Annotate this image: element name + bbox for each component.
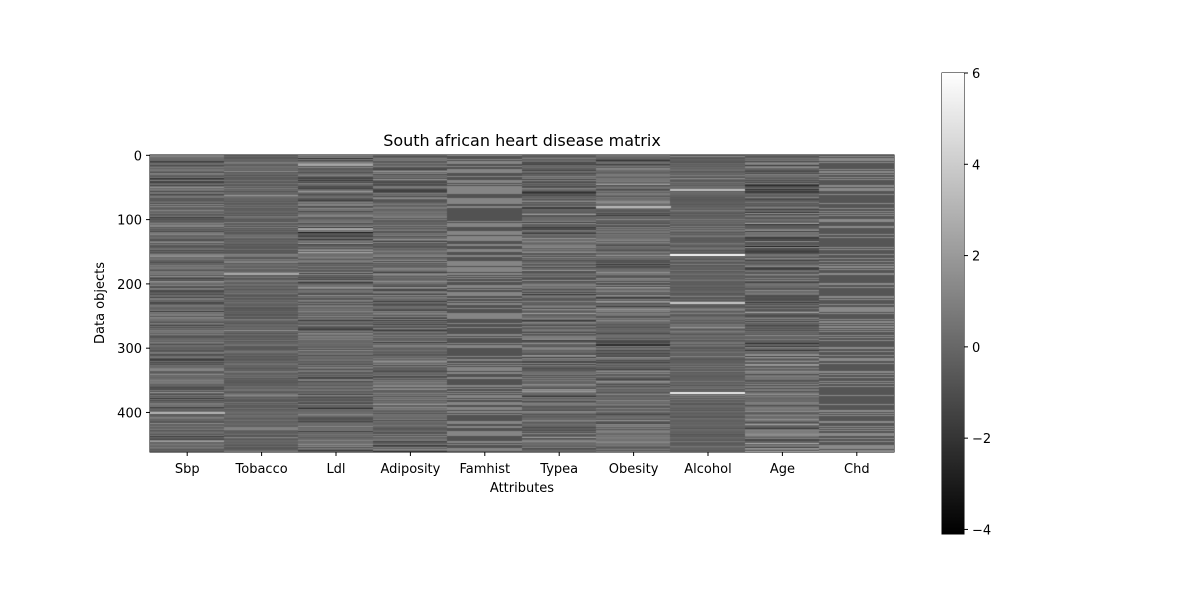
y-tick-label: 100 — [117, 214, 142, 229]
colorbar-tick-label: 6 — [972, 67, 980, 82]
colorbar-tick-label: 0 — [972, 341, 980, 356]
y-tick-label: 200 — [117, 278, 142, 293]
x-axis: Sbp Tobacco Ldl Adiposity Famhist Typea Obesit… — [175, 452, 870, 477]
colorbar-axis: 6 4 2 0 −2 −4 — [964, 67, 991, 538]
x-axis-label: Attributes — [490, 481, 554, 496]
y-tick-label: 300 — [117, 342, 142, 357]
y-axis-label: Data objects — [93, 262, 108, 344]
x-tick-label: Obesity — [609, 462, 659, 477]
y-axis: 0 100 200 300 400 — [117, 149, 150, 421]
x-tick-label: Tobacco — [235, 462, 288, 477]
y-tick-label: 400 — [117, 406, 142, 421]
colorbar-tick-label: −2 — [972, 432, 991, 447]
x-tick-label: Adiposity — [380, 462, 440, 477]
colorbar-tick-label: 4 — [972, 158, 980, 173]
y-tick-label: 0 — [134, 149, 142, 164]
colorbar — [942, 73, 964, 534]
heatmap-cells — [150, 155, 894, 452]
x-tick-label: Typea — [539, 462, 578, 477]
x-tick-label: Ldl — [326, 462, 345, 477]
x-tick-label: Alcohol — [684, 462, 731, 477]
colorbar-tick-label: 2 — [972, 250, 980, 265]
x-tick-label: Age — [770, 462, 795, 477]
x-tick-label: Famhist — [459, 462, 510, 477]
x-tick-label: Sbp — [175, 462, 200, 477]
x-tick-label: Chd — [844, 462, 870, 477]
colorbar-tick-label: −4 — [972, 523, 991, 538]
chart-title: South african heart disease matrix — [383, 131, 661, 150]
